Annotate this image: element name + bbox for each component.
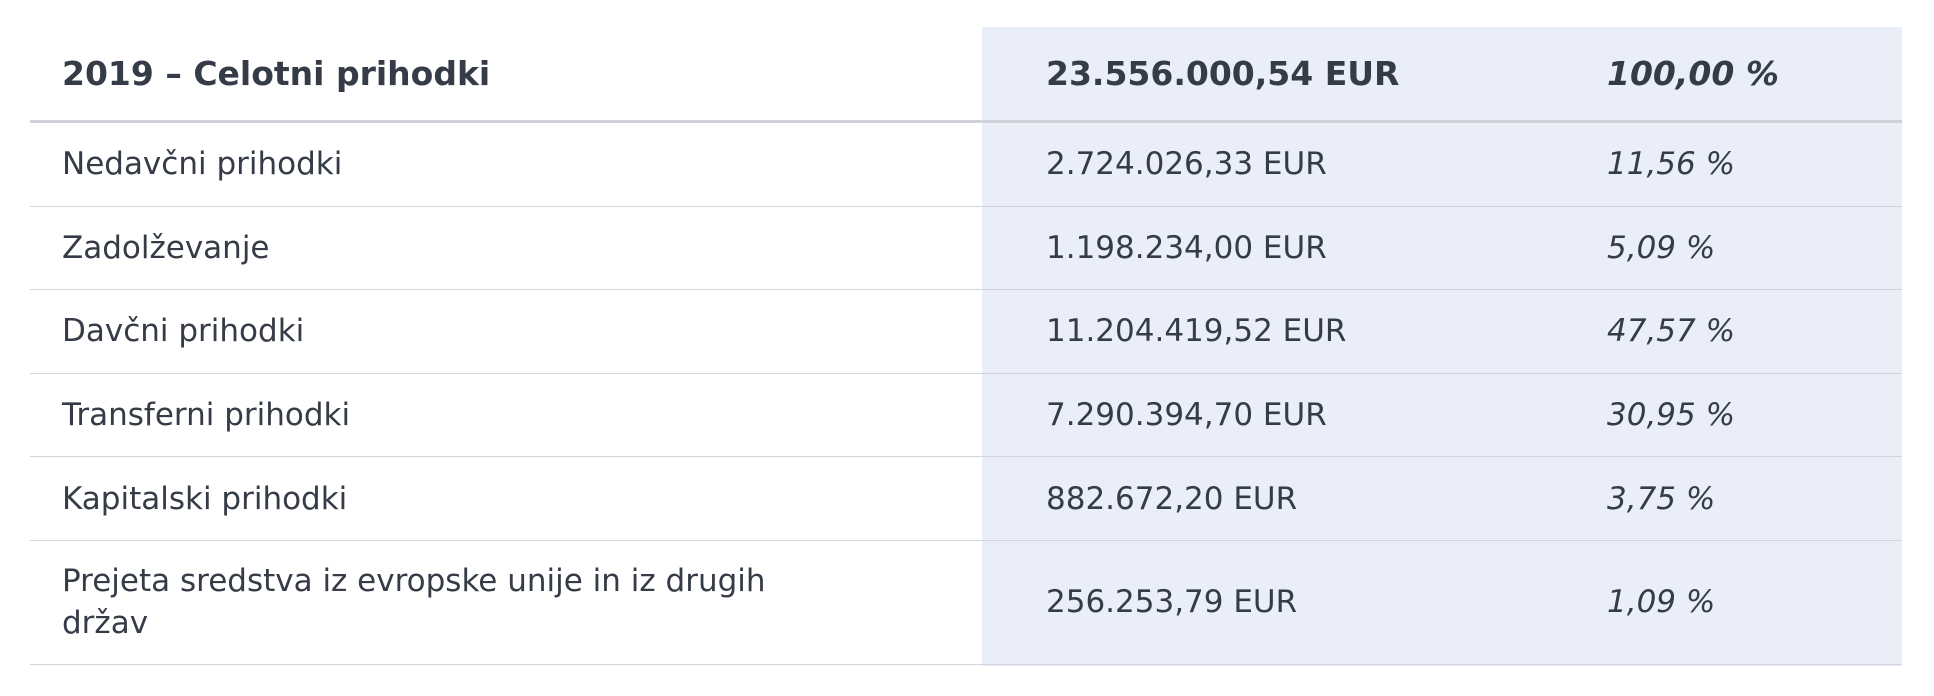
row-percent: 5,09 % xyxy=(1607,229,1716,266)
table-row: Zadolževanje 1.198.234,00 EUR 5,09 % xyxy=(30,207,1902,291)
row-amount: 1.198.234,00 EUR xyxy=(1046,229,1327,266)
table-row: Davčni prihodki 11.204.419,52 EUR 47,57 … xyxy=(30,290,1902,374)
revenue-table: 2019 – Celotni prihodki 23.556.000,54 EU… xyxy=(30,27,1902,666)
table-row: Kapitalski prihodki 882.672,20 EUR 3,75 … xyxy=(30,457,1902,541)
table-row: Prejeta sredstva iz evropske unije in iz… xyxy=(30,541,1902,665)
table-row: Nedavčni prihodki 2.724.026,33 EUR 11,56… xyxy=(30,123,1902,207)
row-amount: 256.253,79 EUR xyxy=(1046,584,1298,621)
row-percent: 47,57 % xyxy=(1607,313,1736,350)
row-percent: 3,75 % xyxy=(1607,480,1716,517)
row-label: Kapitalski prihodki xyxy=(62,480,348,517)
row-label: Davčni prihodki xyxy=(62,313,305,350)
row-label: Nedavčni prihodki xyxy=(62,146,343,183)
header-amount: 23.556.000,54 EUR xyxy=(1046,53,1400,93)
table-row: Transferni prihodki 7.290.394,70 EUR 30,… xyxy=(30,374,1902,458)
row-amount: 11.204.419,52 EUR xyxy=(1046,313,1347,350)
row-label: Prejeta sredstva iz evropske unije in iz… xyxy=(62,563,766,642)
highlight-column-background xyxy=(982,27,1902,666)
row-amount: 7.290.394,70 EUR xyxy=(1046,397,1327,434)
header-label: 2019 – Celotni prihodki xyxy=(62,53,491,93)
row-amount: 882.672,20 EUR xyxy=(1046,480,1298,517)
table-header-row: 2019 – Celotni prihodki 23.556.000,54 EU… xyxy=(30,27,1902,123)
row-label: Transferni prihodki xyxy=(62,397,351,434)
header-percent: 100,00 % xyxy=(1607,53,1779,93)
row-amount: 2.724.026,33 EUR xyxy=(1046,146,1327,183)
row-percent: 30,95 % xyxy=(1607,397,1736,434)
row-label: Zadolževanje xyxy=(62,229,270,266)
row-percent: 11,56 % xyxy=(1607,146,1736,183)
row-percent: 1,09 % xyxy=(1607,584,1716,621)
